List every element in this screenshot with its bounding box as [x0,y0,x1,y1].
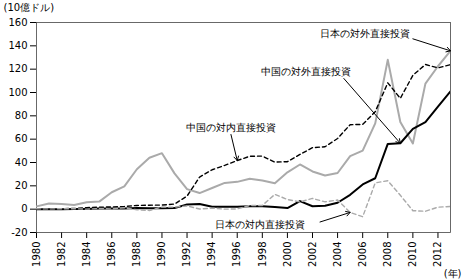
svg-text:2010: 2010 [407,242,418,267]
svg-text:-20: -20 [11,227,27,238]
svg-text:1980: 1980 [31,242,42,267]
svg-text:120: 120 [8,63,27,74]
svg-text:(10億ドル): (10億ドル) [4,2,55,13]
svg-text:60: 60 [15,133,28,144]
svg-text:0: 0 [21,203,27,214]
svg-text:1992: 1992 [181,242,192,267]
svg-text:日本の対外直接投資: 日本の対外直接投資 [320,28,410,39]
svg-text:2008: 2008 [382,242,393,267]
svg-text:140: 140 [8,40,27,51]
svg-text:100: 100 [8,87,27,98]
svg-text:2012: 2012 [432,242,443,267]
svg-text:日本の対内直接投資: 日本の対内直接投資 [215,219,305,230]
svg-text:1988: 1988 [131,242,142,267]
svg-text:20: 20 [15,180,28,191]
svg-text:中国の対内直接投資: 中国の対内直接投資 [186,122,276,133]
svg-text:(年): (年) [444,268,462,279]
svg-text:2000: 2000 [282,242,293,267]
svg-text:1990: 1990 [156,242,167,267]
svg-text:40: 40 [15,157,28,168]
svg-text:80: 80 [15,110,28,121]
svg-text:160: 160 [8,17,27,28]
svg-text:2006: 2006 [357,242,368,267]
svg-text:1984: 1984 [81,242,92,267]
svg-text:1982: 1982 [56,242,67,267]
svg-text:1986: 1986 [106,242,117,267]
svg-text:1994: 1994 [206,242,217,267]
svg-text:1998: 1998 [257,242,268,267]
svg-text:2002: 2002 [307,242,318,267]
svg-text:1996: 1996 [231,242,242,267]
svg-text:中国の対外直接投資: 中国の対外直接投資 [261,66,351,77]
svg-text:2004: 2004 [332,242,343,267]
